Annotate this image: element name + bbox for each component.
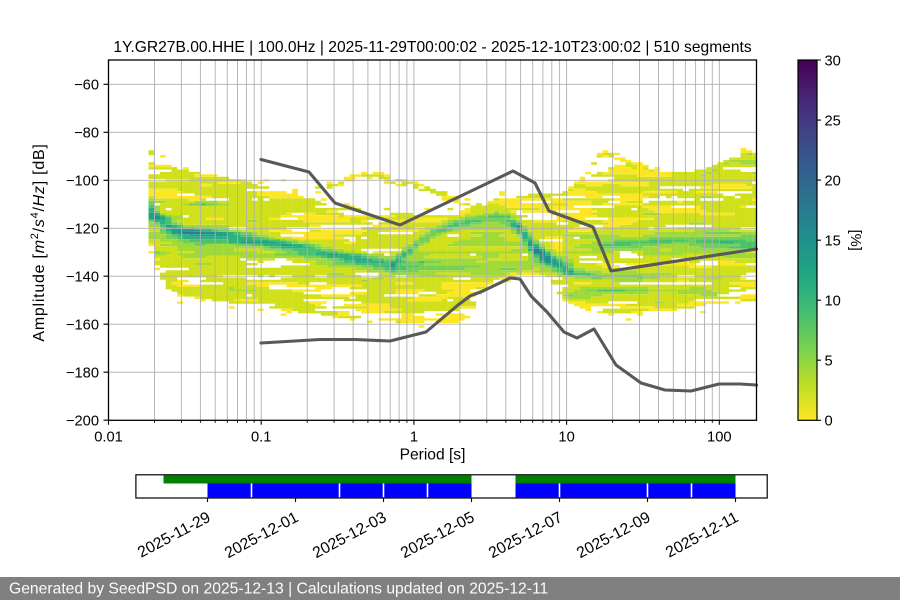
- svg-text:10: 10: [558, 429, 574, 445]
- svg-text:0: 0: [825, 414, 833, 430]
- svg-text:−180: −180: [66, 366, 99, 382]
- svg-text:−140: −140: [66, 270, 99, 286]
- svg-text:1Y.GR27B.00.HHE | 100.0Hz | 20: 1Y.GR27B.00.HHE | 100.0Hz | 2025-11-29T0…: [113, 39, 752, 56]
- svg-text:15: 15: [825, 234, 841, 250]
- svg-text:10: 10: [825, 294, 841, 310]
- svg-text:100: 100: [707, 429, 732, 445]
- svg-text:1: 1: [410, 429, 418, 445]
- svg-text:−120: −120: [66, 222, 99, 238]
- svg-text:5: 5: [825, 354, 833, 370]
- svg-text:20: 20: [825, 173, 841, 189]
- svg-text:−60: −60: [74, 78, 99, 94]
- svg-text:25: 25: [825, 113, 841, 129]
- svg-text:[%]: [%]: [847, 230, 863, 251]
- svg-text:Amplitude [m2/s4/Hz] [dB]: Amplitude [m2/s4/Hz] [dB]: [29, 143, 48, 341]
- svg-text:Period [s]: Period [s]: [400, 447, 466, 464]
- svg-text:−200: −200: [66, 414, 99, 430]
- svg-text:Generated by SeedPSD on 2025-1: Generated by SeedPSD on 2025-12-13 | Cal…: [9, 581, 548, 598]
- svg-text:0.1: 0.1: [251, 429, 271, 445]
- svg-text:−100: −100: [66, 174, 99, 190]
- svg-text:30: 30: [825, 53, 841, 69]
- svg-text:0.01: 0.01: [94, 429, 123, 445]
- svg-text:−80: −80: [74, 126, 99, 142]
- svg-text:−160: −160: [66, 318, 99, 334]
